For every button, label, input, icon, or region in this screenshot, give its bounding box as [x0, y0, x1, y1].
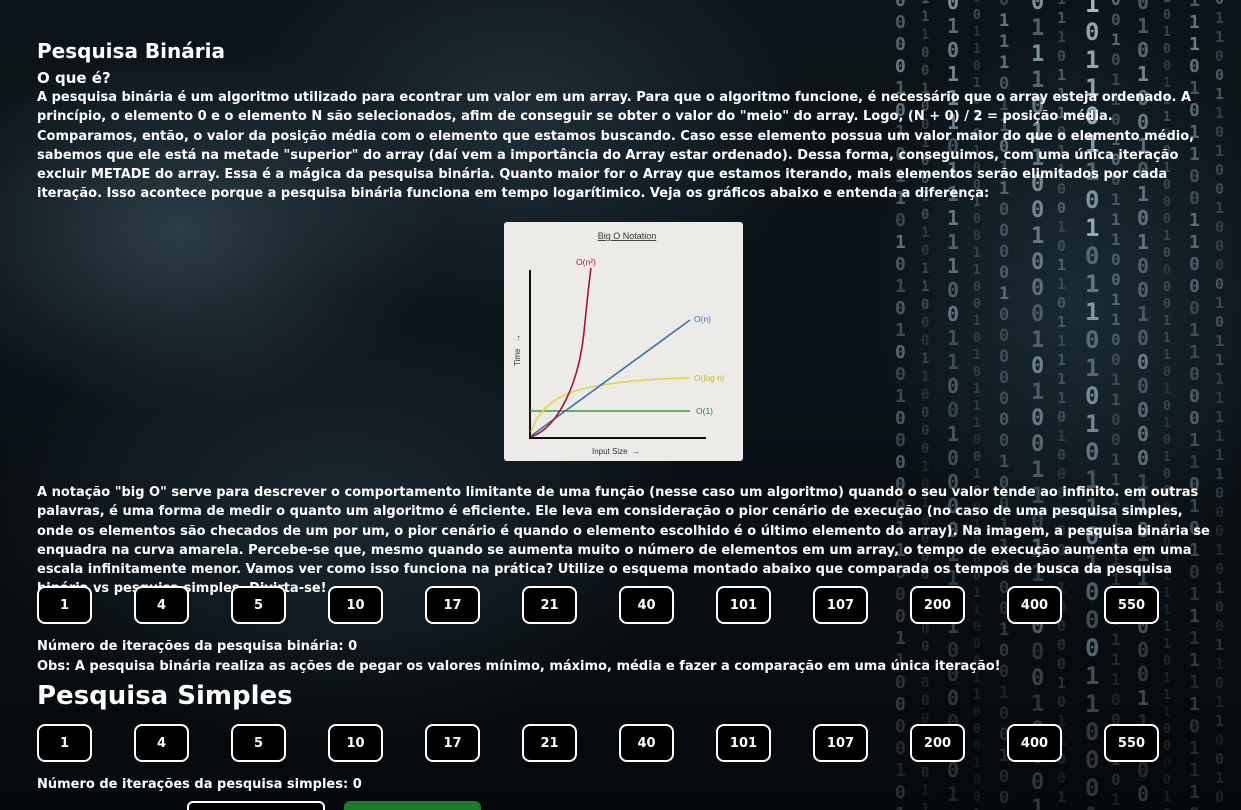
search-value-input[interactable] — [187, 801, 325, 810]
constant-label: O(1) — [696, 406, 713, 416]
big-o-notation-figure: Big O Notation O(n²) O(n) O(log n) O(1) … — [504, 222, 743, 461]
search-submit-button[interactable] — [344, 801, 481, 810]
binary-value-button-10[interactable]: 10 — [328, 586, 383, 624]
binary-value-button-40[interactable]: 40 — [619, 586, 674, 624]
what-is-subtitle: O que é? — [37, 69, 111, 87]
binary-value-button-1[interactable]: 1 — [37, 586, 92, 624]
simple-iterations-count: Número de iterações da pesquisa simples:… — [37, 777, 362, 792]
simple-value-button-17[interactable]: 17 — [425, 724, 480, 762]
binary-note: Obs: A pesquisa binária realiza as ações… — [37, 659, 1001, 674]
simple-search-title: Pesquisa Simples — [37, 681, 293, 711]
simple-value-button-400[interactable]: 400 — [1007, 724, 1062, 762]
simple-value-button-10[interactable]: 10 — [328, 724, 383, 762]
binary-value-button-101[interactable]: 101 — [716, 586, 771, 624]
simple-value-button-21[interactable]: 21 — [522, 724, 577, 762]
log-label: O(log n) — [694, 373, 725, 383]
binary-value-button-4[interactable]: 4 — [134, 586, 189, 624]
binary-value-button-17[interactable]: 17 — [425, 586, 480, 624]
simple-value-button-101[interactable]: 101 — [716, 724, 771, 762]
simple-value-button-1[interactable]: 1 — [37, 724, 92, 762]
x-axis-label: Input Size — [592, 447, 628, 456]
binary-search-buttons: 1 4 5 10 17 21 40 101 107 200 400 550 — [37, 586, 1159, 624]
binary-intro-paragraph: A pesquisa binária é um algoritmo utiliz… — [37, 90, 1195, 202]
simple-value-button-4[interactable]: 4 — [134, 724, 189, 762]
simple-search-buttons: 1 4 5 10 17 21 40 101 107 200 400 550 — [37, 724, 1159, 762]
binary-value-button-21[interactable]: 21 — [522, 586, 577, 624]
binary-value-button-107[interactable]: 107 — [813, 586, 868, 624]
binary-iterations-count: Número de iterações da pesquisa binária:… — [37, 639, 358, 654]
main-content: Pesquisa Binária O que é? A pesquisa bin… — [37, 36, 1212, 792]
quadratic-label: O(n²) — [576, 257, 596, 267]
binary-value-button-550[interactable]: 550 — [1104, 586, 1159, 624]
linear-curve — [530, 319, 691, 437]
binary-search-title: Pesquisa Binária — [37, 39, 225, 63]
x-axis-arrow: → — [632, 447, 640, 456]
binary-value-button-400[interactable]: 400 — [1007, 586, 1062, 624]
big-o-chart: Big O Notation O(n²) O(n) O(log n) O(1) … — [513, 231, 725, 456]
figure-title: Big O Notation — [598, 231, 657, 241]
big-o-explanation-paragraph: A notação "big O" serve para descrever o… — [37, 485, 1210, 597]
simple-value-button-107[interactable]: 107 — [813, 724, 868, 762]
binary-value-button-200[interactable]: 200 — [910, 586, 965, 624]
y-axis-arrow: → — [513, 334, 522, 342]
y-axis-label: Time — [513, 348, 522, 366]
simple-value-button-5[interactable]: 5 — [231, 724, 286, 762]
simple-value-button-200[interactable]: 200 — [910, 724, 965, 762]
simple-value-button-550[interactable]: 550 — [1104, 724, 1159, 762]
simple-value-button-40[interactable]: 40 — [619, 724, 674, 762]
linear-label: O(n) — [694, 314, 711, 324]
quadratic-curve — [530, 267, 592, 438]
log-curve — [530, 377, 691, 433]
binary-value-button-5[interactable]: 5 — [231, 586, 286, 624]
